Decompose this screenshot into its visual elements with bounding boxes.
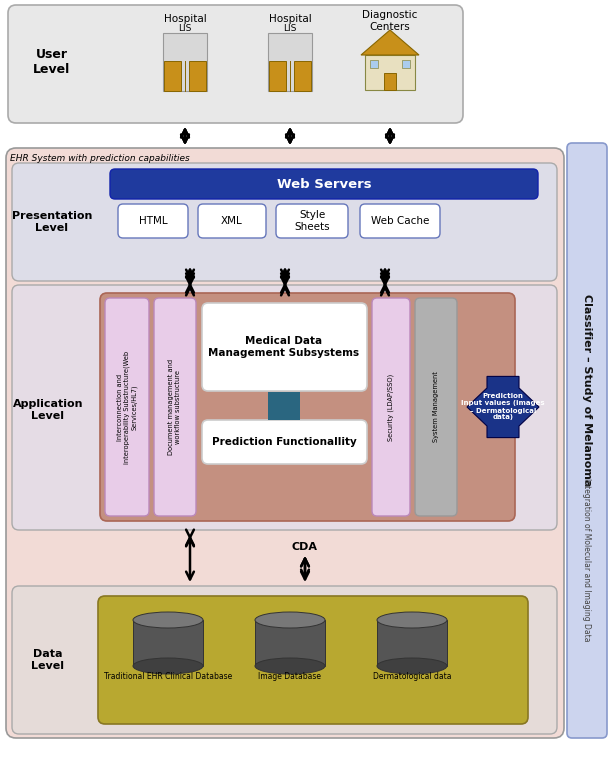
Bar [269, 61, 286, 91]
Ellipse shape [377, 612, 447, 628]
Text: Integration of Molecular and Imaging Data: Integration of Molecular and Imaging Dat… [582, 478, 591, 642]
FancyBboxPatch shape [8, 5, 463, 123]
Bar [377, 620, 447, 666]
Text: Medical Data
Management Subsystems: Medical Data Management Subsystems [208, 336, 359, 357]
Text: EHR System with prediction capabilities: EHR System with prediction capabilities [10, 154, 190, 163]
Text: Classifier – Study of Melanoma: Classifier – Study of Melanoma [582, 294, 592, 486]
FancyBboxPatch shape [110, 169, 538, 199]
Text: User
Level: User Level [34, 48, 71, 76]
Ellipse shape [255, 612, 325, 628]
Text: Hospital: Hospital [269, 14, 312, 24]
Bar [163, 33, 207, 91]
Text: Prediction
Input values (images
– Dermatological
data): Prediction Input values (images – Dermat… [461, 394, 545, 421]
Ellipse shape [133, 658, 203, 674]
Text: CDA: CDA [292, 542, 318, 552]
FancyBboxPatch shape [202, 420, 367, 464]
FancyBboxPatch shape [276, 204, 348, 238]
Text: HTML: HTML [139, 216, 167, 226]
FancyBboxPatch shape [372, 298, 410, 516]
FancyBboxPatch shape [154, 298, 196, 516]
Text: Prediction Functionallity: Prediction Functionallity [211, 437, 356, 447]
Text: Security (LDAP/SSO): Security (LDAP/SSO) [388, 374, 394, 441]
Text: XML: XML [221, 216, 243, 226]
Text: Style
Sheets: Style Sheets [294, 210, 330, 232]
Text: System Management: System Management [433, 371, 439, 442]
Text: Dermatological data: Dermatological data [373, 672, 452, 681]
FancyBboxPatch shape [6, 148, 564, 738]
Bar [402, 60, 410, 68]
Bar [384, 73, 396, 90]
Polygon shape [467, 377, 539, 438]
Text: Presentation
Level: Presentation Level [12, 212, 92, 233]
Bar [164, 61, 181, 91]
FancyBboxPatch shape [415, 298, 457, 516]
Ellipse shape [133, 612, 203, 628]
FancyBboxPatch shape [98, 596, 528, 724]
Text: LIS: LIS [178, 24, 192, 33]
Text: Web Servers: Web Servers [277, 178, 371, 191]
Bar [255, 620, 325, 666]
FancyBboxPatch shape [567, 143, 607, 738]
Text: Diagnostic
Centers: Diagnostic Centers [362, 10, 418, 32]
FancyBboxPatch shape [12, 586, 557, 734]
Bar [370, 60, 378, 68]
Text: Interconnection and
interoperability Substructure(Web
Services/HL7): Interconnection and interoperability Sub… [117, 350, 137, 463]
FancyBboxPatch shape [100, 293, 515, 521]
Bar [133, 620, 203, 666]
Text: LIS: LIS [284, 24, 297, 33]
Text: Image Database: Image Database [258, 672, 321, 681]
FancyBboxPatch shape [118, 204, 188, 238]
Text: Application
Level: Application Level [13, 399, 83, 421]
FancyBboxPatch shape [202, 303, 367, 391]
Ellipse shape [377, 658, 447, 674]
Polygon shape [361, 30, 419, 55]
FancyBboxPatch shape [360, 204, 440, 238]
FancyBboxPatch shape [12, 163, 557, 281]
FancyBboxPatch shape [198, 204, 266, 238]
Text: Data
Level: Data Level [32, 649, 65, 671]
Bar [268, 33, 312, 91]
Text: Hospital: Hospital [164, 14, 207, 24]
Text: Web Cache: Web Cache [371, 216, 429, 226]
Bar [295, 61, 311, 91]
Text: Traditional EHR Clinical Database: Traditional EHR Clinical Database [104, 672, 232, 681]
Bar [268, 392, 300, 420]
Text: Document management and
workflow substructure: Document management and workflow substru… [169, 359, 181, 455]
FancyBboxPatch shape [105, 298, 149, 516]
Bar [189, 61, 206, 91]
FancyBboxPatch shape [12, 285, 557, 530]
Ellipse shape [255, 658, 325, 674]
Bar [365, 55, 415, 90]
